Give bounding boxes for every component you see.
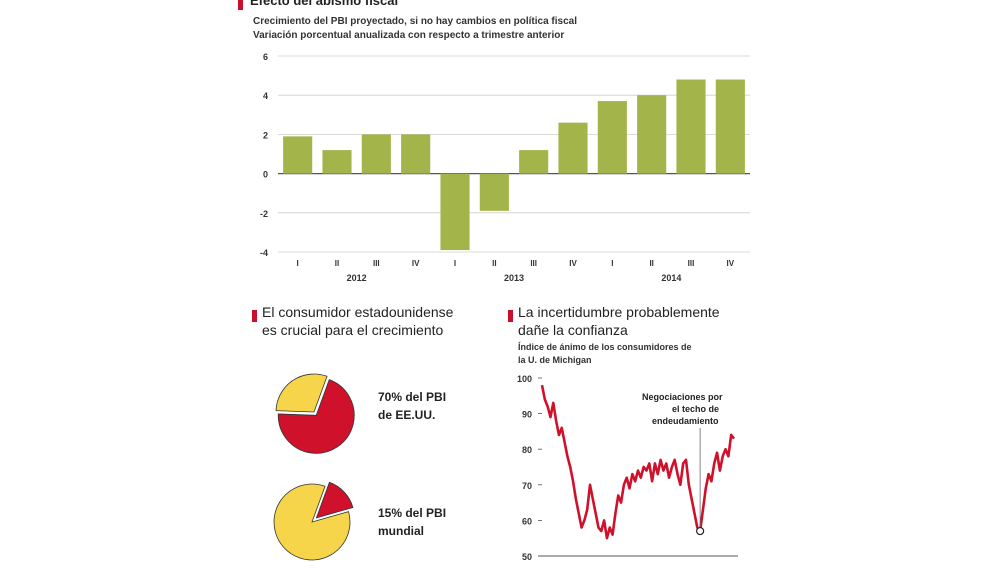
- annotation-line1: Negociaciones por: [642, 392, 723, 402]
- bar: [558, 122, 588, 174]
- bar-xtick-label: IV: [412, 259, 420, 268]
- bar-ytick-label: -4: [260, 248, 268, 258]
- bar-ytick-label: 2: [263, 130, 268, 140]
- annotation-line3: endeudamiento: [652, 416, 719, 426]
- line-ytick-label: 60: [522, 516, 532, 526]
- pie-world-slice: [273, 483, 351, 561]
- line-ytick-label: 90: [522, 410, 532, 420]
- bar-ytick-label: 4: [263, 91, 268, 101]
- bar: [283, 136, 313, 174]
- pie1-label-line2: de EE.UU.: [378, 408, 436, 422]
- bar: [676, 79, 706, 174]
- infographic-panel: Efecto del abismo fiscal Crecimiento del…: [238, 0, 760, 570]
- top-chart-subtitle-2: Variación porcentual anualizada con resp…: [253, 30, 565, 41]
- bar: [361, 134, 391, 174]
- annotation-marker: [696, 526, 705, 536]
- right-title-accent: [508, 310, 513, 322]
- top-chart-subtitle-1: Crecimiento del PBI proyectado, si no ha…: [253, 16, 577, 27]
- bar-xtick-label: III: [373, 259, 380, 268]
- bar-xtick-label: I: [611, 259, 613, 268]
- bar: [637, 95, 667, 174]
- pie-world-slice: [315, 481, 354, 519]
- line-ytick-label: 70: [522, 481, 532, 491]
- left-title-accent: [252, 310, 257, 322]
- left-title-line2: es crucial para el crecimiento: [262, 322, 444, 338]
- pie2-label-line2: mundial: [378, 524, 425, 538]
- bar-ytick-label: 6: [263, 52, 268, 62]
- bar-xtick-label: I: [297, 259, 299, 268]
- top-chart-title: Efecto del abismo fiscal: [250, 0, 399, 8]
- bar-xtick-label: I: [454, 259, 456, 268]
- bar-group-label: 2014: [661, 273, 681, 283]
- left-title-line1: El consumidor estadounidense: [262, 304, 454, 320]
- bar: [479, 173, 509, 211]
- line-ytick-label: 80: [522, 445, 532, 455]
- bar: [715, 79, 745, 174]
- right-subtitle-line1: Índice de ánimo de los consumidores de: [518, 342, 692, 352]
- line-ytick-label: 50: [522, 552, 532, 562]
- bar-xtick-label: II: [335, 259, 339, 268]
- bar-ytick-label: 0: [263, 170, 268, 180]
- bar: [440, 173, 470, 251]
- bar-xtick-label: III: [530, 259, 537, 268]
- bar-ytick-label: -2: [260, 209, 268, 219]
- right-title-line1: La incertidumbre probablemente: [518, 304, 720, 320]
- bar: [597, 101, 627, 174]
- bar-xtick-label: II: [492, 259, 496, 268]
- bar-group-label: 2013: [504, 273, 524, 283]
- pie-us-slice: [275, 373, 328, 413]
- line-chart: 50 60 70 80 90 100: [517, 374, 738, 562]
- bar-xtick-label: IV: [727, 259, 735, 268]
- pie1-label-line1: 70% del PBI: [378, 390, 447, 404]
- bar: [519, 150, 549, 174]
- pie-us-slice: [277, 379, 355, 454]
- line-ytick-label: 100: [517, 374, 532, 384]
- bar-xtick-label: II: [649, 259, 653, 268]
- bar-xtick-label: IV: [569, 259, 577, 268]
- pie-chart-us: [275, 373, 355, 454]
- bar-group-label: 2012: [347, 273, 367, 283]
- bar-xtick-label: III: [688, 259, 695, 268]
- bar: [322, 150, 352, 174]
- pie2-label-line1: 15% del PBI: [378, 506, 447, 520]
- pie-chart-world: [273, 481, 354, 561]
- top-title-accent: [238, 0, 243, 10]
- bar: [401, 134, 431, 174]
- right-title-line2: dañe la confianza: [518, 322, 628, 338]
- annotation-line2: el techo de: [672, 404, 720, 414]
- consumer-sentiment-line: [540, 384, 736, 540]
- right-subtitle-line2: la U. de Michigan: [518, 355, 592, 365]
